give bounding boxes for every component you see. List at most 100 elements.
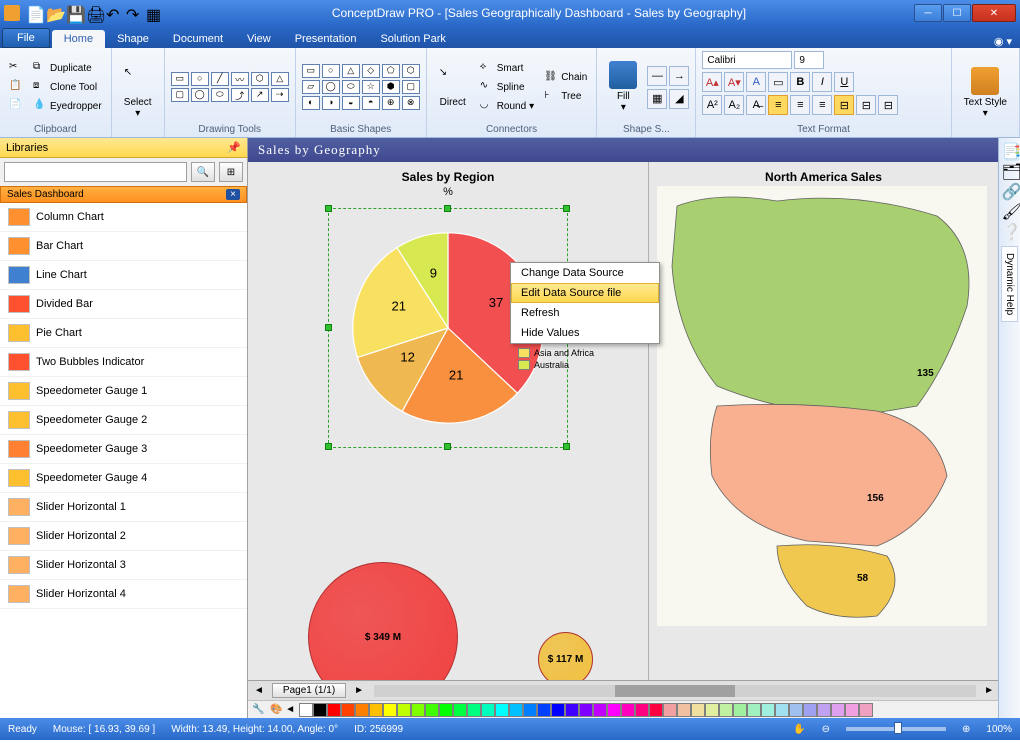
qat-save-icon[interactable]: 💾 bbox=[66, 5, 82, 21]
basic-shape[interactable]: ⬡ bbox=[402, 64, 420, 78]
color-swatch[interactable] bbox=[663, 703, 677, 717]
context-menu-item[interactable]: Edit Data Source file bbox=[511, 283, 659, 303]
zoom-out[interactable]: ⊖ bbox=[822, 724, 830, 735]
color-swatch[interactable] bbox=[649, 703, 663, 717]
library-item[interactable]: Bar Chart bbox=[0, 232, 247, 261]
tab-solution-park[interactable]: Solution Park bbox=[368, 30, 457, 48]
font-shrink[interactable]: A▾ bbox=[724, 72, 744, 92]
qat-grid-icon[interactable]: ▦ bbox=[146, 5, 162, 21]
category-close-icon[interactable]: × bbox=[226, 189, 240, 200]
library-item[interactable]: Slider Horizontal 3 bbox=[0, 551, 247, 580]
align-right[interactable]: ≡ bbox=[812, 95, 832, 115]
color-swatch[interactable] bbox=[831, 703, 845, 717]
color-swatch[interactable] bbox=[467, 703, 481, 717]
color-swatch[interactable] bbox=[845, 703, 859, 717]
paste-button[interactable]: 📄 bbox=[6, 97, 26, 115]
smart-connector[interactable]: ⟡Smart bbox=[477, 59, 538, 77]
basic-shape[interactable]: ◇ bbox=[362, 64, 380, 78]
basic-shape[interactable]: ⊕ bbox=[382, 96, 400, 110]
drawing-tool[interactable]: ⬭ bbox=[211, 88, 229, 102]
file-tab[interactable]: File bbox=[2, 28, 50, 48]
selection-handle[interactable] bbox=[325, 443, 332, 450]
selection-handle[interactable] bbox=[563, 443, 570, 450]
tab-shape[interactable]: Shape bbox=[105, 30, 161, 48]
zoom-slider[interactable] bbox=[846, 727, 946, 731]
valign-top[interactable]: ⊟ bbox=[856, 95, 876, 115]
chain-connector[interactable]: ⛓Chain bbox=[541, 69, 590, 87]
page-tab[interactable]: Page1 (1/1) bbox=[272, 683, 346, 698]
basic-shape[interactable]: △ bbox=[342, 64, 360, 78]
pan-icon[interactable]: ✋ bbox=[793, 724, 805, 735]
canvas-content[interactable]: Sales by Region % 372112219 $ 349 M$ 117… bbox=[248, 162, 998, 680]
library-item[interactable]: Two Bubbles Indicator bbox=[0, 348, 247, 377]
color-swatch[interactable] bbox=[341, 703, 355, 717]
color-swatch[interactable] bbox=[691, 703, 705, 717]
basic-shape[interactable]: ⊗ bbox=[402, 96, 420, 110]
bubble-indicator[interactable]: $ 349 M bbox=[308, 562, 458, 680]
selection-handle[interactable] bbox=[325, 205, 332, 212]
qat-print-icon[interactable]: 🖨 bbox=[86, 5, 102, 21]
basic-shape[interactable]: ◒ bbox=[342, 96, 360, 110]
strikethrough[interactable]: A̶ bbox=[746, 95, 766, 115]
page-next[interactable]: ► bbox=[348, 685, 370, 696]
color-swatch[interactable] bbox=[369, 703, 383, 717]
color-swatch[interactable] bbox=[509, 703, 523, 717]
tab-document[interactable]: Document bbox=[161, 30, 235, 48]
font-color[interactable]: A bbox=[746, 72, 766, 92]
close-button[interactable]: ✕ bbox=[972, 4, 1016, 22]
color-swatch[interactable] bbox=[453, 703, 467, 717]
library-item[interactable]: Speedometer Gauge 3 bbox=[0, 435, 247, 464]
basic-shape[interactable]: ⬭ bbox=[342, 80, 360, 94]
qat-undo-icon[interactable]: ↶ bbox=[106, 5, 122, 21]
context-menu-item[interactable]: Change Data Source bbox=[511, 263, 659, 283]
library-search-input[interactable] bbox=[4, 162, 187, 182]
text-style-button[interactable]: Text Style▾ bbox=[958, 63, 1013, 123]
color-swatch[interactable] bbox=[579, 703, 593, 717]
bold[interactable]: B bbox=[790, 72, 810, 92]
color-swatch[interactable] bbox=[299, 703, 313, 717]
color-swatch[interactable] bbox=[677, 703, 691, 717]
basic-shape[interactable]: ▱ bbox=[302, 80, 320, 94]
color-swatch[interactable] bbox=[607, 703, 621, 717]
help-panel-icon[interactable]: ❔ bbox=[1002, 222, 1018, 238]
pin-icon[interactable]: 📌 bbox=[227, 141, 241, 154]
copy-button[interactable]: 📋 bbox=[6, 78, 26, 96]
round-connector[interactable]: ◡Round ▾ bbox=[477, 97, 538, 115]
underline[interactable]: U bbox=[834, 72, 854, 92]
drawing-tool[interactable]: ↗ bbox=[251, 88, 269, 102]
color-swatch[interactable] bbox=[859, 703, 873, 717]
line-end[interactable]: → bbox=[669, 66, 689, 86]
italic[interactable]: I bbox=[812, 72, 832, 92]
selection-handle[interactable] bbox=[444, 205, 451, 212]
zoom-in[interactable]: ⊕ bbox=[962, 724, 970, 735]
tab-home[interactable]: Home bbox=[52, 30, 105, 48]
tab-view[interactable]: View bbox=[235, 30, 283, 48]
tree-connector[interactable]: ⊦Tree bbox=[541, 88, 590, 106]
color-swatch[interactable] bbox=[411, 703, 425, 717]
qat-open-icon[interactable]: 📂 bbox=[46, 5, 62, 21]
north-america-map[interactable]: 13515658 bbox=[657, 186, 987, 626]
color-swatch[interactable] bbox=[313, 703, 327, 717]
valign-bot[interactable]: ⊟ bbox=[878, 95, 898, 115]
hyperlink-icon[interactable]: 🔗 bbox=[1002, 182, 1018, 198]
drawing-tool[interactable]: ▢ bbox=[171, 88, 189, 102]
drawing-tool[interactable]: 〰 bbox=[231, 72, 249, 86]
page-prev[interactable]: ◄ bbox=[248, 685, 270, 696]
library-item[interactable]: Column Chart bbox=[0, 203, 247, 232]
spline-connector[interactable]: ∿Spline bbox=[477, 78, 538, 96]
drawing-tool[interactable]: ╱ bbox=[211, 72, 229, 86]
library-item[interactable]: Slider Horizontal 1 bbox=[0, 493, 247, 522]
font-family-select[interactable] bbox=[702, 51, 792, 69]
drawing-tool[interactable]: △ bbox=[271, 72, 289, 86]
select-button[interactable]: ↖Select▾ bbox=[118, 63, 158, 123]
layers-icon[interactable]: 🗂 bbox=[1002, 162, 1018, 178]
color-swatch[interactable] bbox=[551, 703, 565, 717]
qat-new-icon[interactable]: 📄 bbox=[26, 5, 42, 21]
color-swatch[interactable] bbox=[327, 703, 341, 717]
context-menu-item[interactable]: Hide Values bbox=[511, 323, 659, 343]
selection-handle[interactable] bbox=[325, 324, 332, 331]
clone-tool-button[interactable]: ⧈Clone Tool bbox=[30, 78, 105, 96]
cut-button[interactable]: ✂ bbox=[6, 59, 26, 77]
library-item[interactable]: Pie Chart bbox=[0, 319, 247, 348]
minimize-button[interactable]: ─ bbox=[914, 4, 942, 22]
